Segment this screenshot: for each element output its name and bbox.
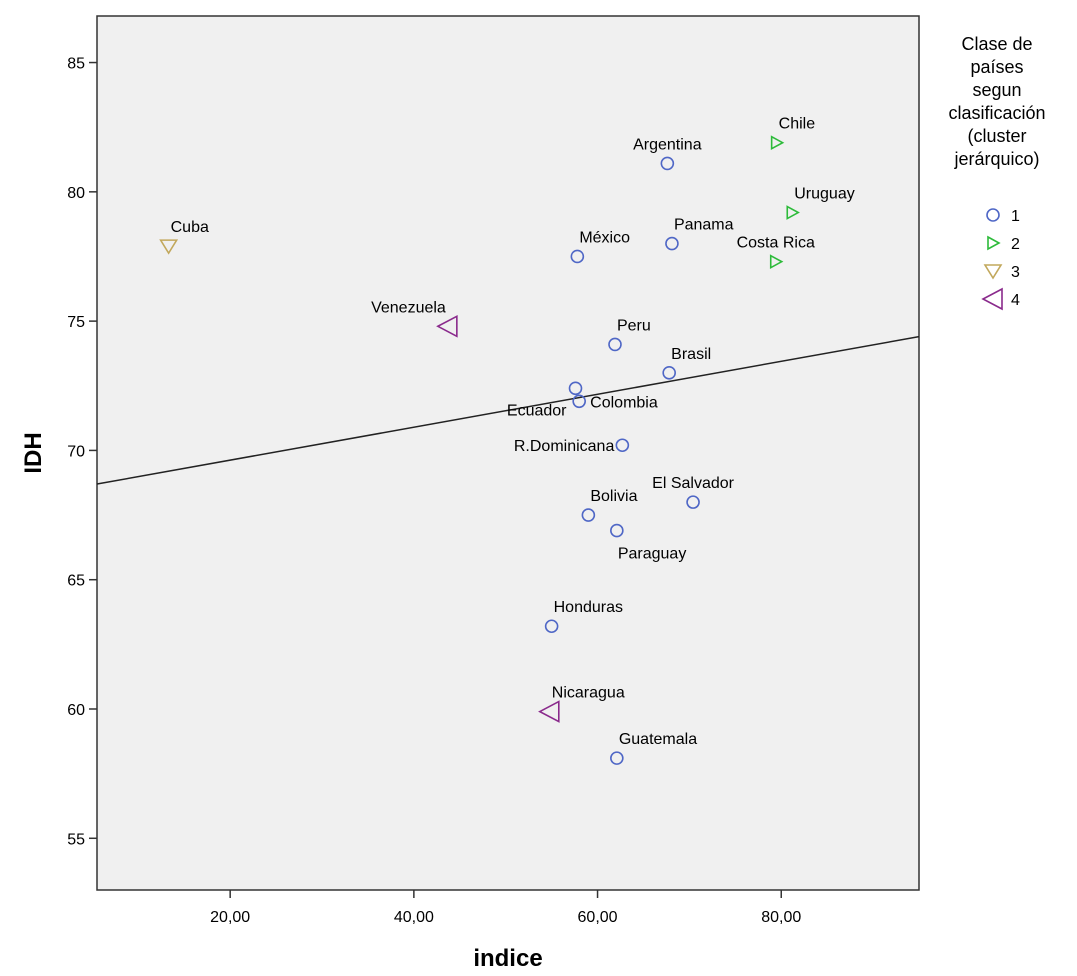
point-el-salvador: El Salvador: [652, 475, 735, 509]
y-tick-label: 80: [67, 185, 85, 202]
point-label: Ecuador: [507, 402, 567, 419]
point-honduras: Honduras: [544, 599, 623, 634]
legend-marker: [987, 235, 1001, 251]
y-tick-label: 65: [67, 573, 85, 590]
legend-title-line: jerárquico): [953, 149, 1039, 169]
point-marker: [572, 394, 586, 409]
point-marker: [610, 523, 624, 538]
point-uruguay: Uruguay: [786, 186, 855, 220]
x-tick-label: 40,00: [394, 909, 434, 926]
point-label: Peru: [617, 317, 651, 334]
point-colombia: Colombia: [572, 394, 658, 411]
point-brasil: Brasil: [662, 346, 711, 380]
legend-item-3: 3: [983, 264, 1020, 281]
x-axis: 20,00 40,00 60,00 80,00: [210, 890, 801, 926]
point-r-dominicana: R.Dominicana: [514, 438, 630, 455]
legend-label: 1: [1011, 208, 1020, 225]
legend-title-line: segun: [972, 80, 1021, 100]
legend-label: 3: [1011, 264, 1020, 281]
y-axis: 55 60 65 70 75 80 85: [67, 56, 97, 848]
fit-line-layer: [96, 335, 920, 485]
point-label: Costa Rica: [737, 235, 815, 252]
legend-title-line: clasificación: [948, 103, 1045, 123]
x-tick-label: 60,00: [578, 909, 618, 926]
point-label: Paraguay: [618, 546, 687, 563]
legend-item-2: 2: [987, 235, 1020, 253]
legend-item-1: 1: [986, 208, 1020, 225]
point-peru: Peru: [608, 317, 651, 352]
point-mexico: México: [570, 229, 630, 264]
legend-title-line: (cluster: [967, 126, 1026, 146]
point-marker: [786, 205, 800, 220]
point-chile: Chile: [770, 116, 816, 151]
y-tick-label: 85: [67, 56, 85, 73]
point-marker: [581, 508, 596, 522]
point-label: Chile: [779, 116, 816, 133]
legend-title-line: países: [970, 57, 1023, 77]
point-marker: [610, 751, 624, 765]
legend-item-4: 4: [981, 287, 1020, 311]
point-bolivia: Bolivia: [581, 488, 638, 522]
point-marker: [769, 254, 784, 269]
point-label: Venezuela: [371, 299, 446, 316]
legend-label: 2: [1011, 236, 1020, 253]
point-marker: [660, 156, 675, 171]
point-marker: [770, 135, 785, 151]
point-label: R.Dominicana: [514, 438, 615, 455]
point-label: Brasil: [671, 346, 711, 363]
legend: Clase de países segun clasificación (cluster…: [948, 34, 1046, 311]
point-marker: [662, 366, 676, 380]
point-nicaragua: Nicaragua: [538, 685, 625, 723]
plot-area: [96, 15, 920, 891]
point-label: Bolivia: [590, 488, 637, 505]
x-axis-title: indice: [473, 945, 542, 972]
point-cuba: Cuba: [159, 219, 209, 255]
y-axis-title: IDH: [20, 432, 47, 473]
point-marker: [568, 381, 583, 396]
point-label: Cuba: [171, 219, 209, 236]
legend-marker: [983, 264, 1003, 280]
legend-marker: [986, 208, 1000, 222]
point-argentina: Argentina: [633, 136, 702, 171]
point-label: Guatemala: [619, 731, 697, 748]
point-marker: [665, 236, 679, 251]
point-label: Argentina: [633, 136, 702, 153]
point-paraguay: Paraguay: [610, 523, 687, 563]
point-costa-rica: Costa Rica: [737, 235, 815, 269]
point-panama: Panama: [665, 217, 734, 251]
point-marker: [608, 337, 622, 352]
point-label: México: [579, 229, 630, 246]
fit-line: [96, 335, 920, 485]
point-label: Colombia: [590, 394, 658, 411]
point-ecuador: Ecuador: [507, 381, 583, 419]
y-tick-label: 75: [67, 314, 85, 331]
legend-title-line: Clase de: [961, 34, 1032, 54]
point-venezuela: Venezuela: [371, 299, 458, 338]
point-marker: [615, 438, 630, 453]
point-marker: [686, 495, 700, 509]
point-label: Panama: [674, 217, 734, 234]
y-tick-label: 60: [67, 702, 85, 719]
point-marker: [544, 619, 559, 634]
x-tick-label: 80,00: [761, 909, 801, 926]
legend-label: 4: [1011, 292, 1020, 309]
x-tick-label: 20,00: [210, 909, 250, 926]
y-tick-label: 55: [67, 831, 85, 848]
y-tick-label: 70: [67, 443, 85, 460]
legend-marker: [981, 287, 1003, 311]
point-guatemala: Guatemala: [610, 731, 697, 765]
point-marker: [159, 239, 179, 255]
point-label: El Salvador: [652, 475, 734, 492]
point-marker: [436, 314, 458, 338]
point-label: Honduras: [554, 599, 623, 616]
point-marker: [570, 249, 585, 264]
point-label: Nicaragua: [552, 685, 625, 702]
point-marker: [538, 700, 560, 723]
point-label: Uruguay: [794, 186, 854, 203]
